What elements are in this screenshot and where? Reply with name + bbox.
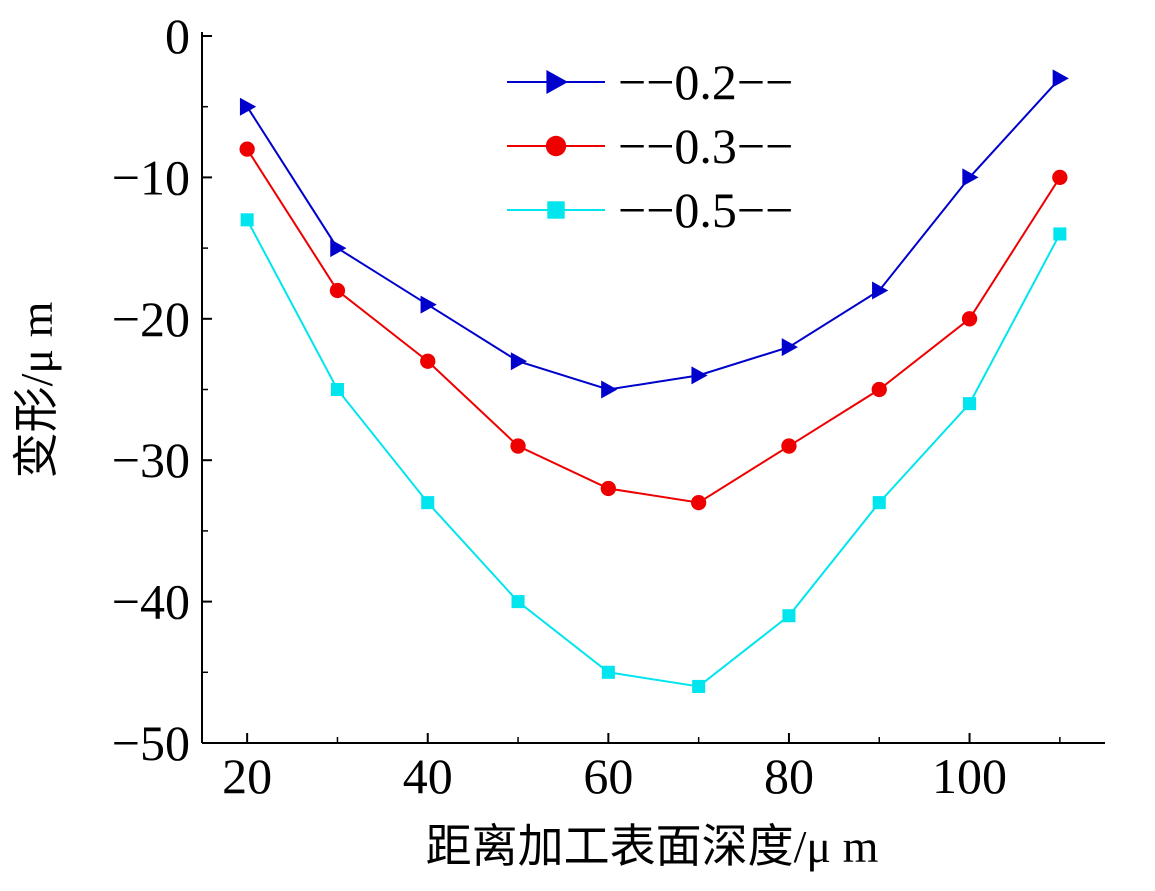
data-point [872,496,886,510]
legend-label: −−0.5−− [618,182,793,238]
data-point [330,382,344,397]
series-1 [239,69,1069,399]
x-axis-title: 距离加工表面深度/μ m [426,821,879,872]
y-tick-label: −30 [112,432,190,488]
data-point [420,353,436,369]
y-tick-label: −50 [112,715,190,771]
legend-label: −−0.2−− [618,54,793,110]
data-point [781,338,798,357]
data-point [330,239,347,258]
data-point [510,352,528,371]
data-point [961,311,978,327]
data-point [963,397,977,411]
y-tick-label: −40 [112,574,190,630]
data-point [1052,169,1068,186]
x-tick-label: 100 [932,748,1007,804]
axes: 0 −10 −20 −30 −40 −50 20 40 60 80 100 [112,8,1105,804]
y-tick-label: −20 [112,291,190,347]
x-tick-label: 20 [222,748,272,804]
y-tick-label: 0 [165,8,190,64]
legend-marker [546,70,568,94]
data-point [510,438,526,454]
data-point [692,679,706,693]
x-tick-label: 40 [403,748,453,804]
x-tick-label: 60 [583,748,633,804]
data-point [239,141,255,157]
legend-marker [547,201,565,219]
y-tick-label: −10 [112,149,190,205]
data-point [421,496,435,510]
data-point [691,366,708,385]
series-layer [239,69,1069,693]
series-line [246,77,1061,391]
data-point [601,665,615,679]
series-line [246,148,1061,504]
data-point [240,213,254,227]
data-point [511,595,525,609]
data-point [239,97,257,116]
data-point [329,282,346,299]
data-point [600,480,616,497]
data-point [420,295,437,314]
y-axis-title: 变形/μ m [11,301,62,478]
data-point [601,380,618,399]
series-2 [239,141,1068,511]
data-point [872,281,889,300]
legend: −−0.2−− −−0.3−− −−0.5−− [507,54,793,238]
series-3 [240,213,1067,693]
data-point [782,609,796,623]
x-tick-label: 80 [764,748,814,804]
legend-marker [545,135,567,157]
legend-label: −−0.3−− [618,118,793,174]
data-point [691,494,707,511]
data-point [871,381,887,398]
series-line [246,219,1061,688]
data-point [1052,69,1069,88]
data-point [1053,227,1067,241]
data-point [781,438,797,454]
data-point [962,168,979,187]
